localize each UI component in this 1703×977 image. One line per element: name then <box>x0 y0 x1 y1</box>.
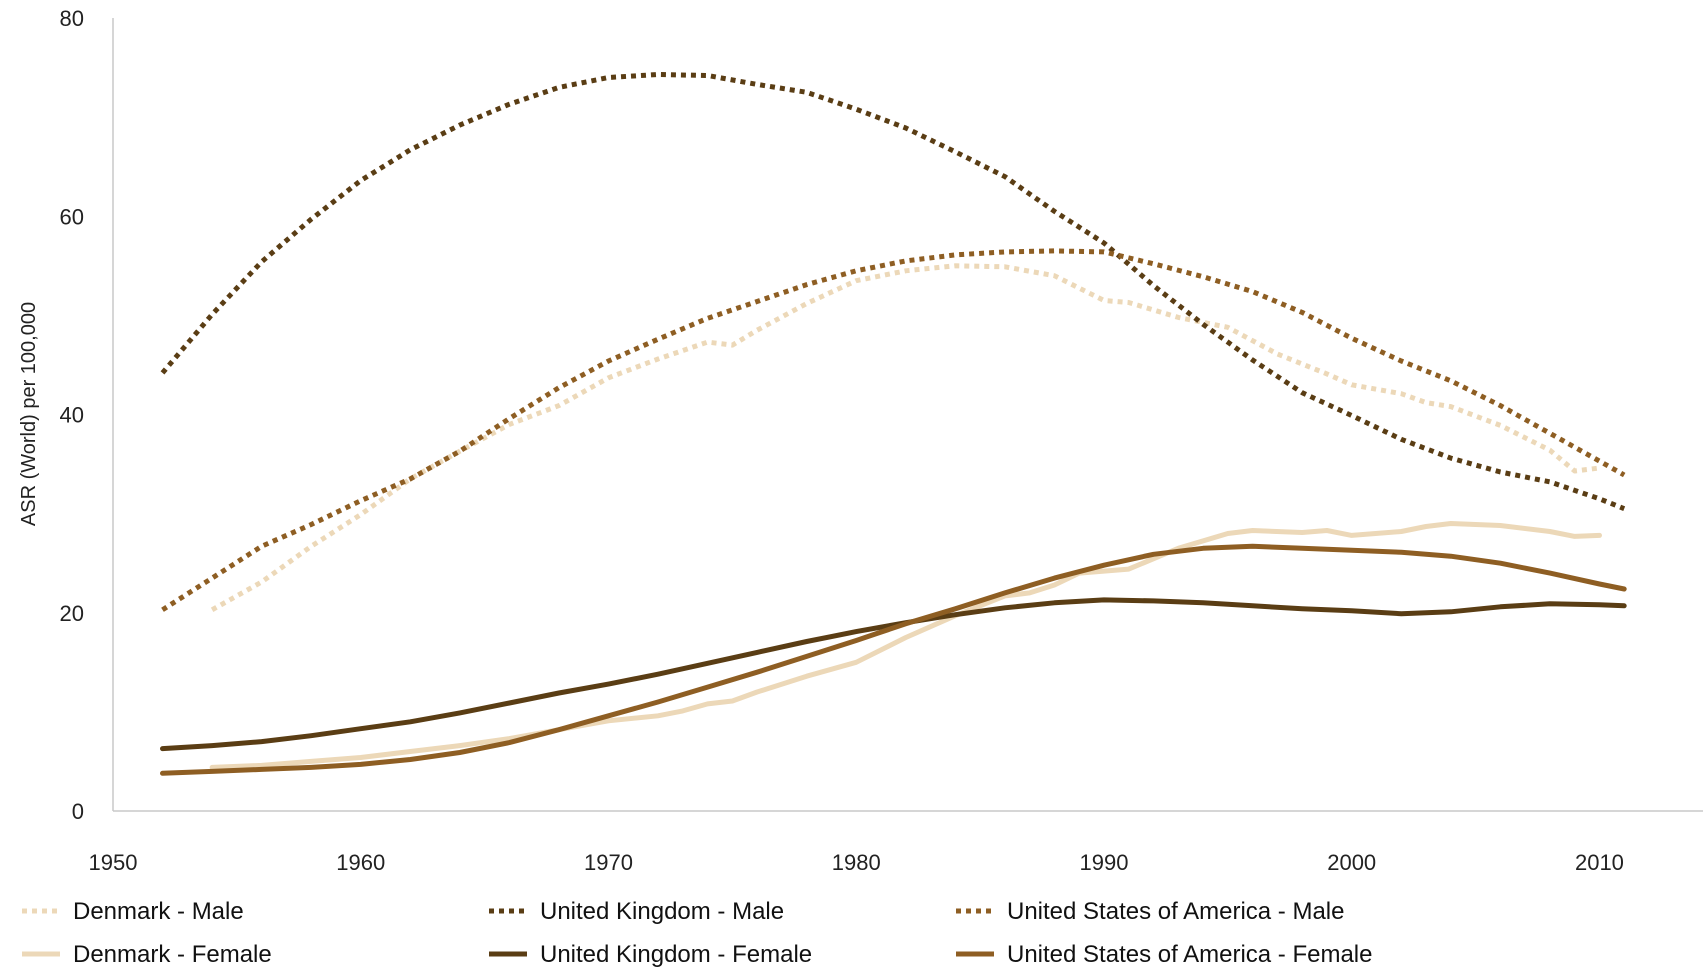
x-tick-labels: 1950 1960 1970 1980 1990 2000 2010 <box>89 850 1624 875</box>
legend-label-united-kingdom-female: United Kingdom - Female <box>540 941 812 968</box>
y-tick-label: 40 <box>60 403 84 428</box>
x-tick-label: 2000 <box>1327 850 1376 875</box>
legend-label-united-states-of-america-male: United States of America - Male <box>1007 898 1344 925</box>
series-line-denmark-male <box>210 263 1600 612</box>
y-tick-label: 0 <box>72 799 84 824</box>
x-tick-label: 1960 <box>336 850 385 875</box>
x-tick-label: 1950 <box>89 850 138 875</box>
series-line-united-kingdom-male <box>160 72 1626 512</box>
legend-label-united-kingdom-male: United Kingdom - Male <box>540 898 784 925</box>
x-tick-label: 1970 <box>584 850 633 875</box>
y-tick-label: 20 <box>60 601 84 626</box>
y-tick-labels: 0 20 40 60 80 <box>60 6 84 824</box>
x-tick-label: 1980 <box>832 850 881 875</box>
y-tick-label: 80 <box>60 6 84 31</box>
x-tick-label: 2010 <box>1575 850 1624 875</box>
series-line-united-kingdom-female <box>160 597 1627 752</box>
x-tick-label: 1990 <box>1079 850 1128 875</box>
axes <box>112 18 1703 812</box>
legend-label-denmark-male: Denmark - Male <box>73 898 244 925</box>
legend: Denmark - Male United Kingdom - Male Unite… <box>22 898 1372 968</box>
series-lines <box>160 72 1627 776</box>
series-line-united-states-of-america-male <box>161 248 1626 612</box>
legend-label-united-states-of-america-female: United States of America - Female <box>1007 941 1372 968</box>
y-tick-label: 60 <box>60 204 84 229</box>
legend-label-denmark-female: Denmark - Female <box>73 941 272 968</box>
y-axis-label: ASR (World) per 100,000 <box>18 302 40 526</box>
series-line-denmark-female <box>209 521 1602 770</box>
series-line-united-states-of-america-female <box>160 543 1627 776</box>
